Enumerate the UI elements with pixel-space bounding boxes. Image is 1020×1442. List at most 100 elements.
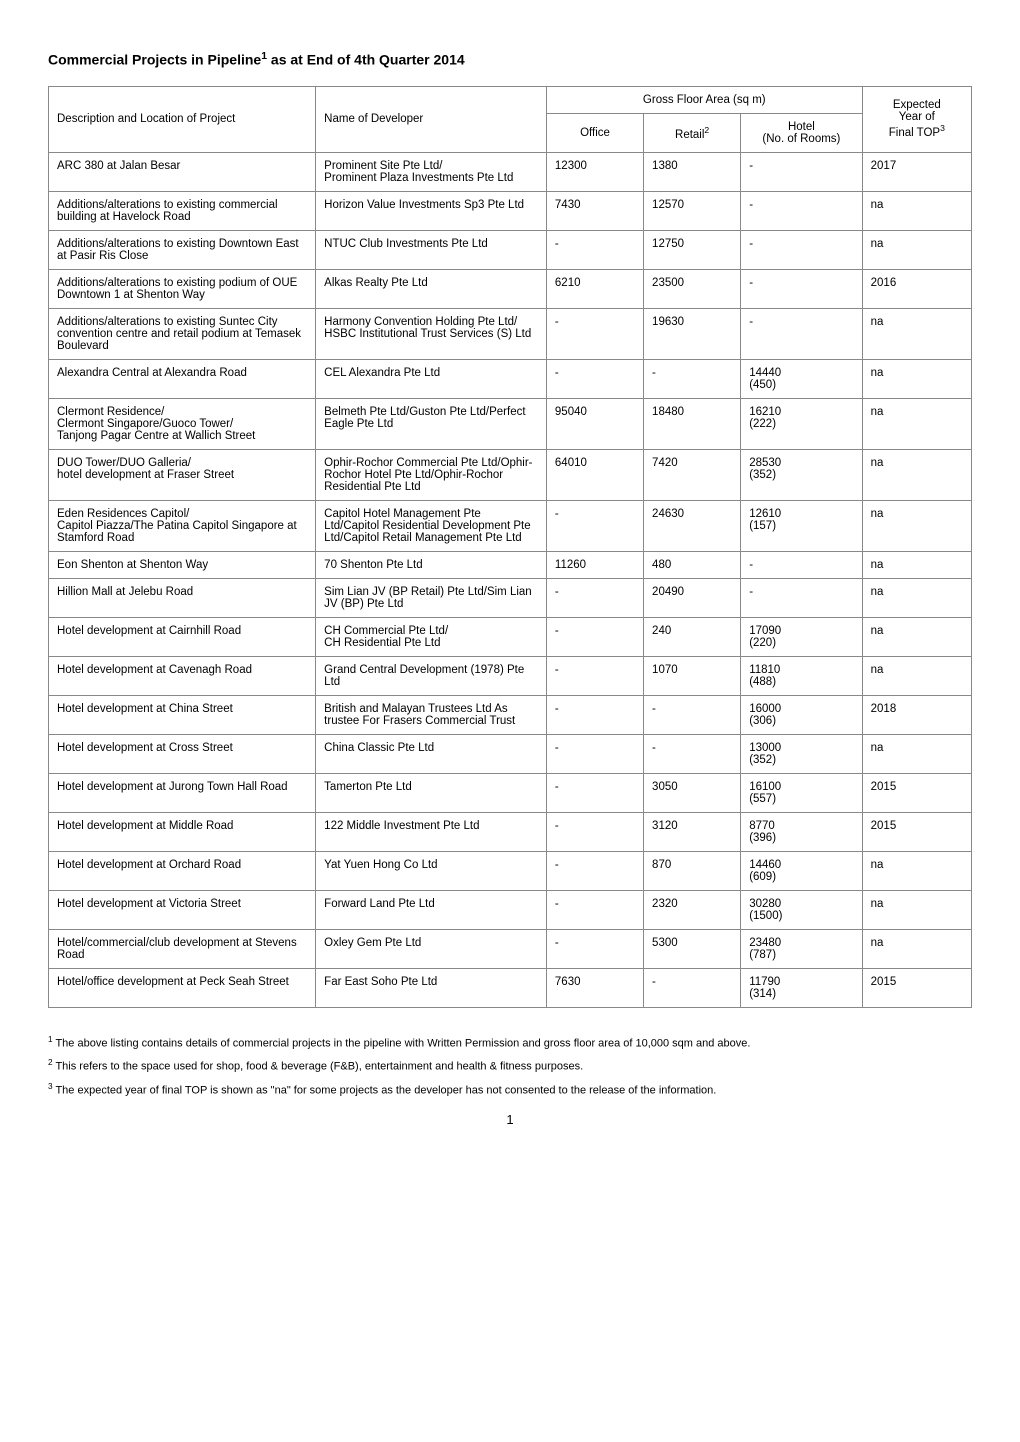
- cell-description: ARC 380 at Jalan Besar: [49, 152, 316, 191]
- table-row: DUO Tower/DUO Galleria/hotel development…: [49, 449, 972, 500]
- table-row: Hotel/office development at Peck Seah St…: [49, 968, 972, 1007]
- header-footnote-2: 2: [704, 125, 709, 135]
- cell-description: Hotel development at Victoria Street: [49, 890, 316, 929]
- cell-top: na: [862, 398, 971, 449]
- col-header-retail: Retail2: [644, 113, 741, 152]
- cell-top: 2017: [862, 152, 971, 191]
- cell-developer: Capitol Hotel Management Pte Ltd/Capitol…: [316, 500, 547, 551]
- cell-hotel: -: [741, 578, 862, 617]
- cell-top: na: [862, 851, 971, 890]
- cell-hotel: 11790(314): [741, 968, 862, 1007]
- cell-hotel: -: [741, 551, 862, 578]
- cell-hotel: 16210(222): [741, 398, 862, 449]
- cell-description: Hotel development at Cross Street: [49, 734, 316, 773]
- cell-description: Hotel development at Middle Road: [49, 812, 316, 851]
- cell-developer: Tamerton Pte Ltd: [316, 773, 547, 812]
- projects-table: Description and Location of Project Name…: [48, 86, 972, 1008]
- page-number: 1: [48, 1112, 972, 1127]
- cell-developer: 70 Shenton Pte Ltd: [316, 551, 547, 578]
- cell-retail: 19630: [644, 308, 741, 359]
- table-row: Alexandra Central at Alexandra RoadCEL A…: [49, 359, 972, 398]
- cell-hotel: -: [741, 230, 862, 269]
- cell-retail: 1070: [644, 656, 741, 695]
- cell-office: -: [546, 578, 643, 617]
- cell-retail: 24630: [644, 500, 741, 551]
- table-row: ARC 380 at Jalan BesarProminent Site Pte…: [49, 152, 972, 191]
- cell-top: na: [862, 617, 971, 656]
- cell-retail: 870: [644, 851, 741, 890]
- cell-hotel: 11810(488): [741, 656, 862, 695]
- header-footnote-3: 3: [940, 123, 945, 133]
- footnote-3: 3 The expected year of final TOP is show…: [48, 1081, 972, 1099]
- footnote-3-text: The expected year of final TOP is shown …: [55, 1084, 716, 1096]
- cell-hotel: 14440(450): [741, 359, 862, 398]
- cell-top: 2018: [862, 695, 971, 734]
- cell-hotel: -: [741, 308, 862, 359]
- cell-retail: 12750: [644, 230, 741, 269]
- cell-retail: 480: [644, 551, 741, 578]
- cell-retail: -: [644, 695, 741, 734]
- cell-office: -: [546, 929, 643, 968]
- cell-developer: Harmony Convention Holding Pte Ltd/HSBC …: [316, 308, 547, 359]
- cell-developer: CEL Alexandra Pte Ltd: [316, 359, 547, 398]
- cell-developer: Sim Lian JV (BP Retail) Pte Ltd/Sim Lian…: [316, 578, 547, 617]
- cell-office: -: [546, 695, 643, 734]
- table-row: Eon Shenton at Shenton Way70 Shenton Pte…: [49, 551, 972, 578]
- cell-office: 7630: [546, 968, 643, 1007]
- cell-office: 11260: [546, 551, 643, 578]
- cell-developer: Ophir-Rochor Commercial Pte Ltd/Ophir-Ro…: [316, 449, 547, 500]
- cell-developer: Forward Land Pte Ltd: [316, 890, 547, 929]
- cell-top: 2015: [862, 968, 971, 1007]
- cell-developer: 122 Middle Investment Pte Ltd: [316, 812, 547, 851]
- cell-office: -: [546, 500, 643, 551]
- cell-office: -: [546, 851, 643, 890]
- table-body: ARC 380 at Jalan BesarProminent Site Pte…: [49, 152, 972, 1007]
- col-header-expected-top: Expected Year of Final TOP3: [862, 86, 971, 152]
- cell-retail: 12570: [644, 191, 741, 230]
- hotel-l2: (No. of Rooms): [762, 133, 840, 145]
- table-row: Hotel development at Jurong Town Hall Ro…: [49, 773, 972, 812]
- cell-office: -: [546, 308, 643, 359]
- table-row: Additions/alterations to existing Suntec…: [49, 308, 972, 359]
- cell-office: 6210: [546, 269, 643, 308]
- footnote-1: 1 The above listing contains details of …: [48, 1034, 972, 1052]
- col-header-developer: Name of Developer: [316, 86, 547, 152]
- footnotes: 1 The above listing contains details of …: [48, 1034, 972, 1099]
- table-row: Hotel development at China StreetBritish…: [49, 695, 972, 734]
- expected-l3: Final TOP: [889, 127, 940, 139]
- cell-office: 12300: [546, 152, 643, 191]
- cell-office: 95040: [546, 398, 643, 449]
- table-row: Clermont Residence/Clermont Singapore/Gu…: [49, 398, 972, 449]
- cell-description: Additions/alterations to existing Downto…: [49, 230, 316, 269]
- cell-office: 64010: [546, 449, 643, 500]
- cell-office: -: [546, 812, 643, 851]
- cell-top: na: [862, 449, 971, 500]
- cell-developer: British and Malayan Trustees Ltd As trus…: [316, 695, 547, 734]
- cell-top: na: [862, 890, 971, 929]
- cell-top: na: [862, 230, 971, 269]
- cell-description: Alexandra Central at Alexandra Road: [49, 359, 316, 398]
- cell-hotel: 13000(352): [741, 734, 862, 773]
- cell-hotel: 8770(396): [741, 812, 862, 851]
- table-row: Hillion Mall at Jelebu RoadSim Lian JV (…: [49, 578, 972, 617]
- table-row: Eden Residences Capitol/Capitol Piazza/T…: [49, 500, 972, 551]
- cell-description: Additions/alterations to existing podium…: [49, 269, 316, 308]
- cell-top: na: [862, 656, 971, 695]
- cell-hotel: 16000(306): [741, 695, 862, 734]
- cell-top: na: [862, 578, 971, 617]
- cell-description: Hotel development at Orchard Road: [49, 851, 316, 890]
- cell-hotel: -: [741, 269, 862, 308]
- cell-description: Eden Residences Capitol/Capitol Piazza/T…: [49, 500, 316, 551]
- cell-developer: CH Commercial Pte Ltd/CH Residential Pte…: [316, 617, 547, 656]
- cell-description: Clermont Residence/Clermont Singapore/Gu…: [49, 398, 316, 449]
- table-row: Hotel development at Victoria StreetForw…: [49, 890, 972, 929]
- cell-developer: Oxley Gem Pte Ltd: [316, 929, 547, 968]
- cell-office: -: [546, 890, 643, 929]
- hotel-l1: Hotel: [788, 121, 815, 133]
- table-row: Hotel development at Cross StreetChina C…: [49, 734, 972, 773]
- footnote-2-text: This refers to the space used for shop, …: [55, 1061, 583, 1073]
- title-prefix: Commercial Projects in Pipeline: [48, 52, 261, 68]
- table-row: Hotel development at Cairnhill RoadCH Co…: [49, 617, 972, 656]
- cell-description: Hillion Mall at Jelebu Road: [49, 578, 316, 617]
- col-header-office: Office: [546, 113, 643, 152]
